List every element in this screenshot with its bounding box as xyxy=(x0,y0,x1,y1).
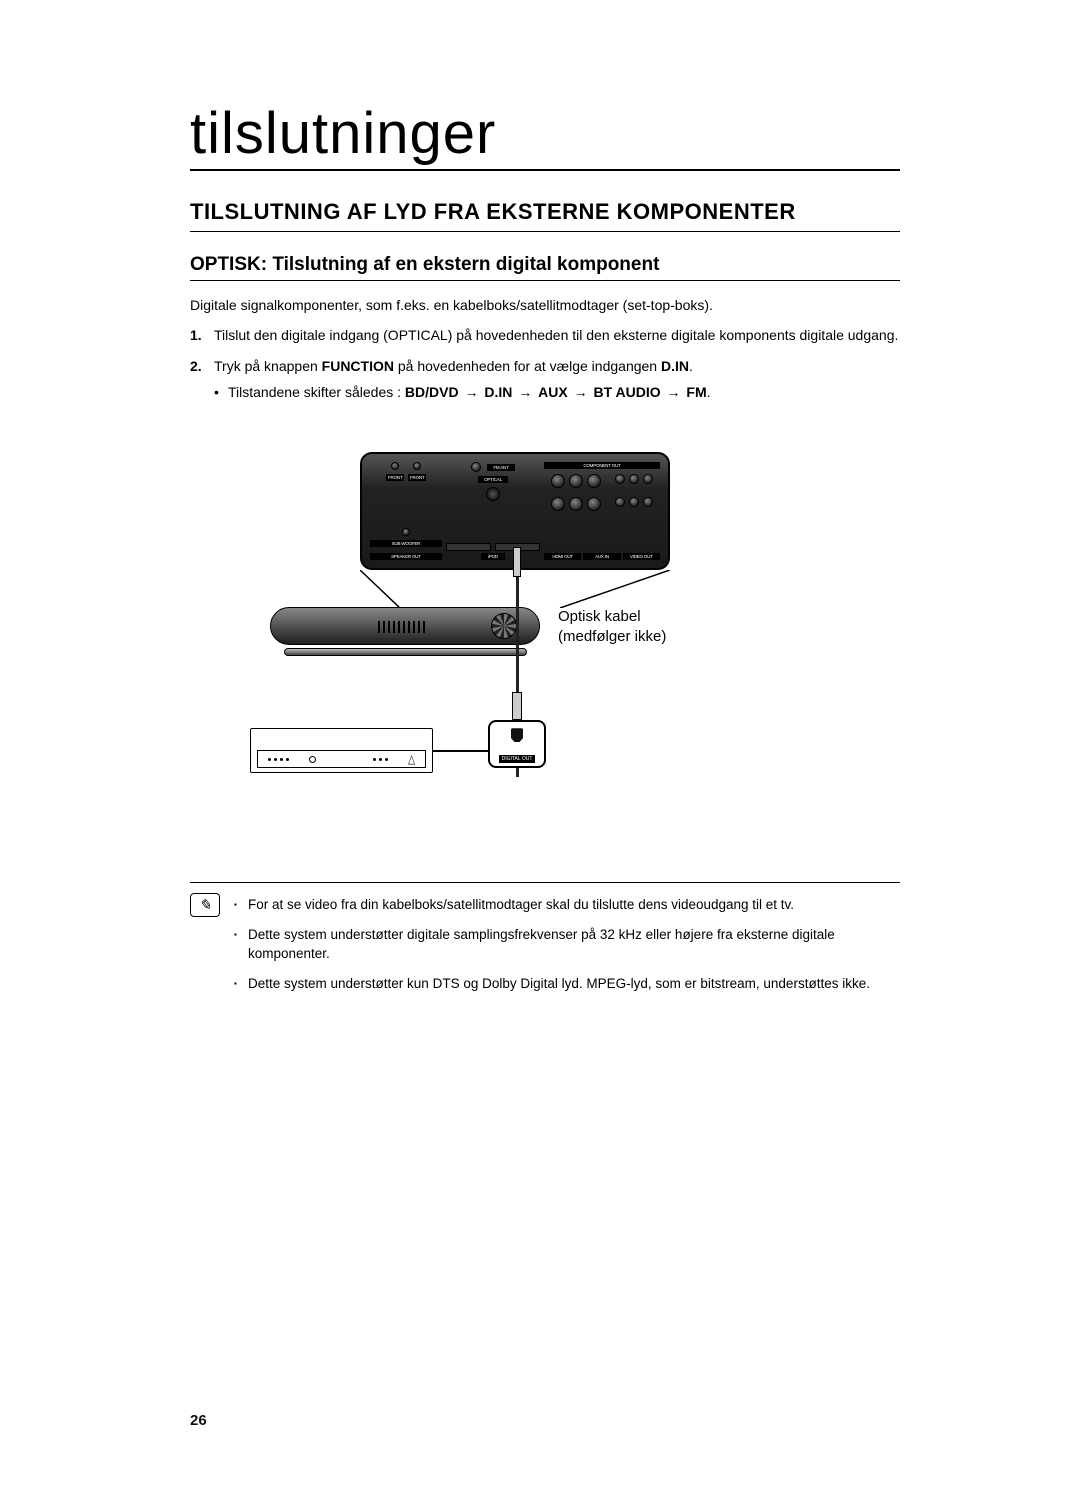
set-top-box-illustration: △ xyxy=(250,728,433,773)
fan-icon xyxy=(491,613,517,639)
page-number: 26 xyxy=(190,1412,207,1429)
digital-out-callout: DIGITAL OUT xyxy=(488,720,546,768)
seq-prefix: Tilstandene skifter således : xyxy=(228,384,405,400)
note-item: Dette system understøtter digitale sampl… xyxy=(234,925,900,964)
jack-icon xyxy=(643,497,653,507)
jack-icon xyxy=(629,474,639,484)
jack-icon xyxy=(391,462,399,470)
jack-icon xyxy=(569,497,583,511)
jack-icon xyxy=(569,474,583,488)
jack-icon xyxy=(402,528,410,536)
label-optical: OPTICAL xyxy=(478,476,508,483)
step-2: 2. Tryk på knappen FUNCTION på hovedenhe… xyxy=(190,356,900,403)
connection-diagram: FRONT FRONT SUB WOOFER SPEAKER OUT FM ANT… xyxy=(250,452,770,822)
arrow-icon: → xyxy=(665,384,683,400)
label-ipod: iPOD xyxy=(481,553,505,560)
seq-2: D.IN xyxy=(484,384,512,400)
notes-section: ✎ For at se video fra din kabelboks/sate… xyxy=(190,895,900,1003)
seq-4: BT AUDIO xyxy=(593,384,660,400)
arrow-icon: → xyxy=(572,384,590,400)
step-2-number: 2. xyxy=(190,356,202,376)
label-hdmi-out: HDMI OUT xyxy=(544,553,581,560)
step-1-number: 1. xyxy=(190,325,202,345)
step-2-function: FUNCTION xyxy=(322,358,394,374)
jack-icon xyxy=(587,474,601,488)
step-2-suffix: . xyxy=(689,358,693,374)
section-title: TILSLUTNING AF LYD FRA EKSTERNE KOMPONEN… xyxy=(190,199,900,232)
jack-icon xyxy=(551,497,565,511)
divider xyxy=(190,882,900,883)
seq-5: FM xyxy=(686,384,706,400)
button-icon xyxy=(309,756,316,763)
arrow-icon: → xyxy=(462,384,480,400)
jack-icon xyxy=(643,474,653,484)
step-2-text: Tryk på knappen FUNCTION på hovedenheden… xyxy=(214,358,693,374)
step-2-sequence: Tilstandene skifter således : BD/DVD → D… xyxy=(214,382,900,402)
port-icon xyxy=(446,543,491,551)
seq-3: AUX xyxy=(538,384,568,400)
arrow-icon: → xyxy=(516,384,534,400)
jack-icon xyxy=(413,462,421,470)
label-speaker-out: SPEAKER OUT xyxy=(370,553,442,560)
main-unit-illustration xyxy=(270,607,540,687)
label-component-out: COMPONENT OUT xyxy=(544,462,660,469)
optical-plug-icon xyxy=(512,692,522,720)
connector-line xyxy=(433,750,488,752)
chapter-title: tilslutninger xyxy=(190,100,900,171)
jack-icon xyxy=(587,497,601,511)
seq-1: BD/DVD xyxy=(405,384,459,400)
notes-list: For at se video fra din kabelboks/satell… xyxy=(234,895,900,1003)
eject-icon: △ xyxy=(408,751,415,766)
jack-icon xyxy=(471,462,481,472)
step-2-substeps: Tilstandene skifter således : BD/DVD → D… xyxy=(214,382,900,402)
label-fm-ant: FM ANT xyxy=(487,464,515,471)
label-subwoofer: SUB WOOFER xyxy=(370,540,442,547)
step-2-prefix: Tryk på knappen xyxy=(214,358,322,374)
steps-list: 1. Tilslut den digitale indgang (OPTICAL… xyxy=(190,325,900,402)
note-icon: ✎ xyxy=(190,893,220,917)
cable-label-line1: Optisk kabel xyxy=(558,607,666,627)
label-front-l: FRONT xyxy=(386,474,404,481)
step-2-mid: på hovedenheden for at vælge indgangen xyxy=(394,358,661,374)
jack-icon xyxy=(551,474,565,488)
jack-icon xyxy=(615,474,625,484)
label-video-out: VIDEO OUT xyxy=(623,553,660,560)
jack-icon xyxy=(629,497,639,507)
intro-paragraph: Digitale signalkomponenter, som f.eks. e… xyxy=(190,295,900,315)
note-item: Dette system understøtter kun DTS og Dol… xyxy=(234,974,900,994)
label-aux-in: AUX IN xyxy=(583,553,620,560)
digital-out-label: DIGITAL OUT xyxy=(499,755,536,763)
step-1-text: Tilslut den digitale indgang (OPTICAL) p… xyxy=(214,327,898,343)
step-2-din: D.IN xyxy=(661,358,689,374)
digital-out-port-icon xyxy=(511,728,523,742)
optical-cable-label: Optisk kabel (medfølger ikke) xyxy=(558,607,666,648)
optical-port-icon xyxy=(486,487,500,501)
cable-label-line2: (medfølger ikke) xyxy=(558,627,666,647)
subsection-title: OPTISK: Tilslutning af en ekstern digita… xyxy=(190,254,900,281)
label-front-r: FRONT xyxy=(408,474,426,481)
note-item: For at se video fra din kabelboks/satell… xyxy=(234,895,900,915)
optical-plug-icon xyxy=(513,547,521,577)
jack-icon xyxy=(615,497,625,507)
step-1: 1. Tilslut den digitale indgang (OPTICAL… xyxy=(190,325,900,345)
